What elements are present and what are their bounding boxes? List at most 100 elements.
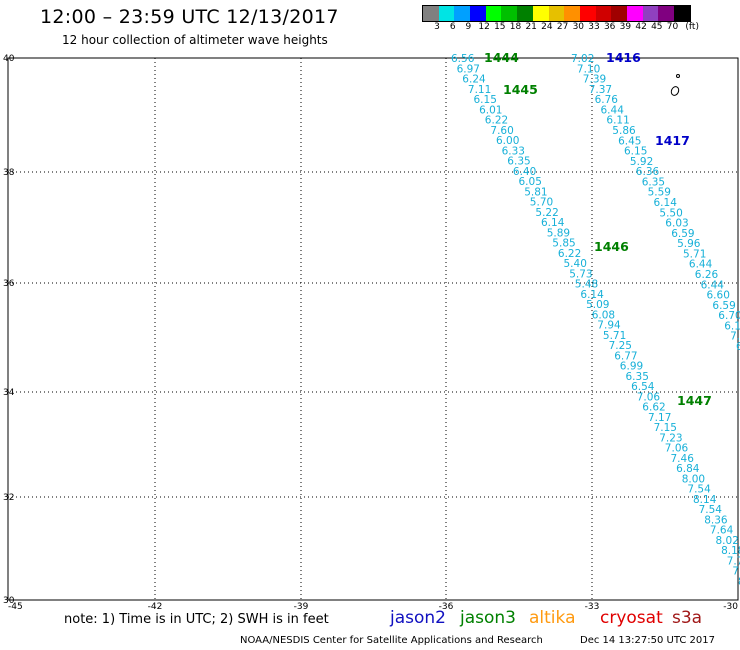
- wave-height-value: 5.71: [603, 330, 626, 342]
- wave-height-value: 8.02: [716, 535, 739, 547]
- wave-height-value: 5.73: [569, 268, 592, 280]
- pass-label-1417: 1417: [655, 133, 690, 148]
- colorbar-label: 18: [509, 22, 522, 32]
- island-marker: [676, 74, 680, 78]
- wave-height-value: 7.17: [648, 412, 671, 424]
- colorbar-label: 30: [572, 22, 585, 32]
- colorbar-label: 42: [635, 22, 647, 32]
- colorbar-label: 33: [588, 22, 600, 32]
- wave-height-value: 7.06: [637, 391, 661, 403]
- wave-height-value: 5.71: [683, 248, 706, 260]
- colorbar-label: 9: [465, 22, 472, 32]
- wave-height-value: 6.56: [451, 53, 475, 65]
- legend-altika: altika: [529, 608, 576, 628]
- wave-height-value: 5.22: [535, 207, 558, 219]
- wave-height-value: 6.70: [718, 310, 740, 322]
- colorbar-swatch: [548, 6, 565, 21]
- wave-height-value: 7.7: [727, 556, 740, 568]
- wave-height-value: 8.36: [704, 515, 728, 527]
- longitude-label: -36: [439, 602, 454, 610]
- wave-height-value: 5.48: [575, 279, 598, 291]
- wave-height-value: 6.54: [631, 381, 655, 393]
- wave-height-value: 7.23: [659, 432, 682, 444]
- wave-height-value: 7.60: [490, 125, 513, 137]
- colorbar-swatch: [611, 6, 627, 21]
- wave-height-value: 6.15: [624, 146, 647, 158]
- colorbar-swatch: [517, 6, 533, 21]
- pass-label-1416: 1416: [606, 50, 641, 65]
- wave-height-value: 5.59: [648, 187, 671, 199]
- wave-height-value: 8.00: [682, 474, 705, 486]
- wave-height-value: 6.40: [513, 166, 536, 178]
- wave-height-value: 6.01: [479, 104, 502, 116]
- wave-height-value: 6.97: [457, 63, 480, 75]
- wave-height-value: 6.11: [606, 115, 629, 127]
- wave-height-value: 7.: [732, 566, 740, 578]
- colorbar-swatch: [423, 6, 439, 21]
- wave-height-value: 7.37: [589, 84, 612, 96]
- wave-height-colorbar: [422, 5, 691, 22]
- colorbar-swatch: [564, 6, 580, 21]
- wave-height-value: 7.54: [699, 504, 723, 516]
- wave-height-value: 6.44: [601, 104, 625, 116]
- pass-label-1445: 1445: [503, 82, 538, 97]
- wave-height-value: 6.44: [701, 279, 725, 291]
- longitude-label: -33: [585, 602, 600, 610]
- wave-height-value: 6.44: [689, 259, 713, 271]
- colorbar-label: 3: [434, 22, 440, 32]
- wave-height-value: 6.33: [502, 145, 525, 157]
- colorbar-label: 39: [619, 22, 632, 32]
- wave-height-value: 6.14: [580, 289, 604, 301]
- legend-jason3: jason3: [460, 608, 516, 628]
- colorbar-swatch: [438, 6, 455, 21]
- wave-height-value: 6.35: [507, 156, 530, 168]
- pass-label-1446: 1446: [594, 239, 629, 254]
- colorbar-label: 70: [666, 22, 679, 32]
- longitude-label: -45: [8, 602, 23, 610]
- wave-height-value: 7.46: [671, 453, 695, 465]
- latitude-label: 38: [3, 168, 15, 178]
- wave-height-value: 8.18: [721, 545, 740, 557]
- wave-height-value: 6.59: [671, 228, 694, 240]
- longitude-label: -39: [294, 602, 309, 610]
- longitude-label: -30: [723, 602, 738, 610]
- map-frame: [7, 57, 739, 601]
- wave-height-value: 6.05: [519, 176, 542, 188]
- wave-height-value: 6.62: [642, 402, 665, 414]
- colorbar-swatch: [470, 6, 486, 21]
- wave-height-value: 6.15: [474, 94, 497, 106]
- wave-height-value: 6.22: [558, 248, 581, 260]
- wave-height-value: 5.81: [524, 186, 547, 198]
- colorbar-swatch: [642, 6, 659, 21]
- colorbar-swatch: [501, 6, 518, 21]
- wave-height-value: 6.76: [595, 94, 619, 106]
- colorbar-swatch: [485, 6, 502, 21]
- legend-cryosat: cryosat: [600, 608, 663, 628]
- latitude-label: 32: [3, 493, 14, 503]
- wave-height-value: 6.14: [654, 197, 678, 209]
- colorbar-swatch: [674, 6, 690, 21]
- wave-height-value: 6.99: [620, 361, 643, 373]
- wave-height-value: 7.02: [571, 53, 594, 65]
- colorbar-label: 27: [556, 22, 569, 32]
- colorbar-label: 12: [478, 22, 490, 32]
- colorbar-label: 36: [603, 22, 616, 32]
- wave-height-value: 7.15: [654, 422, 677, 434]
- wave-height-value: 7.10: [577, 63, 600, 75]
- wave-height-value: 6.1: [724, 320, 740, 332]
- wave-height-value: 6.35: [642, 176, 665, 188]
- legend-jason2: jason2: [390, 608, 446, 628]
- wave-height-value: 6.22: [485, 115, 508, 127]
- colorbar-label: 21: [525, 22, 537, 32]
- wave-height-value: 8.14: [693, 494, 717, 506]
- colorbar-swatch: [579, 6, 596, 21]
- colorbar-swatch: [626, 6, 643, 21]
- latitude-label: 40: [3, 54, 15, 64]
- pass-label-1444: 1444: [484, 50, 519, 65]
- latitude-label: 36: [3, 279, 15, 289]
- wave-height-value: 7.64: [710, 525, 734, 537]
- wave-height-value: 6.84: [676, 463, 700, 475]
- wave-height-value: 7.94: [597, 320, 621, 332]
- wave-height-value: 7.25: [609, 340, 632, 352]
- wave-height-value: 6: [736, 341, 740, 353]
